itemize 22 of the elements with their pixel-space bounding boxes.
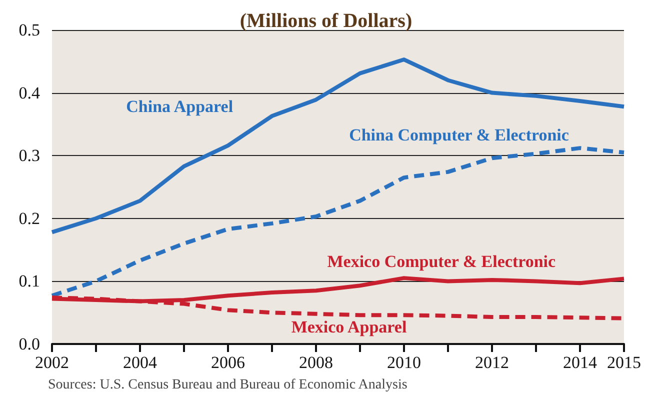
line-series (50, 146, 626, 298)
x-tick-label: 2006 (211, 353, 245, 372)
x-tick-label: 2014 (563, 353, 598, 372)
x-tick-label: 2004 (123, 353, 158, 372)
x-tick-label: 2012 (475, 353, 509, 372)
y-tick-label: 0.2 (18, 208, 40, 228)
series-label: Mexico Computer & Electronic (327, 252, 556, 272)
y-tick-label: 0.3 (18, 146, 40, 166)
series-label: China Apparel (126, 97, 234, 116)
y-tick-label: 0.1 (18, 272, 40, 291)
x-tick-label: 2002 (35, 353, 69, 372)
y-tick-label: 0.4 (18, 83, 40, 102)
y-tick-label: 0.5 (18, 20, 40, 40)
series-label: China Computer & Electronic (349, 125, 570, 144)
y-tick-label: 0.0 (18, 334, 40, 354)
x-tick-label: 2010 (387, 353, 421, 372)
x-tick-label: 2008 (299, 353, 333, 372)
chart-title: (Millions of Dollars) (240, 10, 412, 32)
line-series (50, 58, 626, 234)
source-note: Sources: U.S. Census Bureau and Bureau of Economic Analysis (48, 378, 408, 392)
series-label: Mexico Apparel (291, 318, 407, 337)
x-tick-label: 2015 (607, 353, 641, 372)
